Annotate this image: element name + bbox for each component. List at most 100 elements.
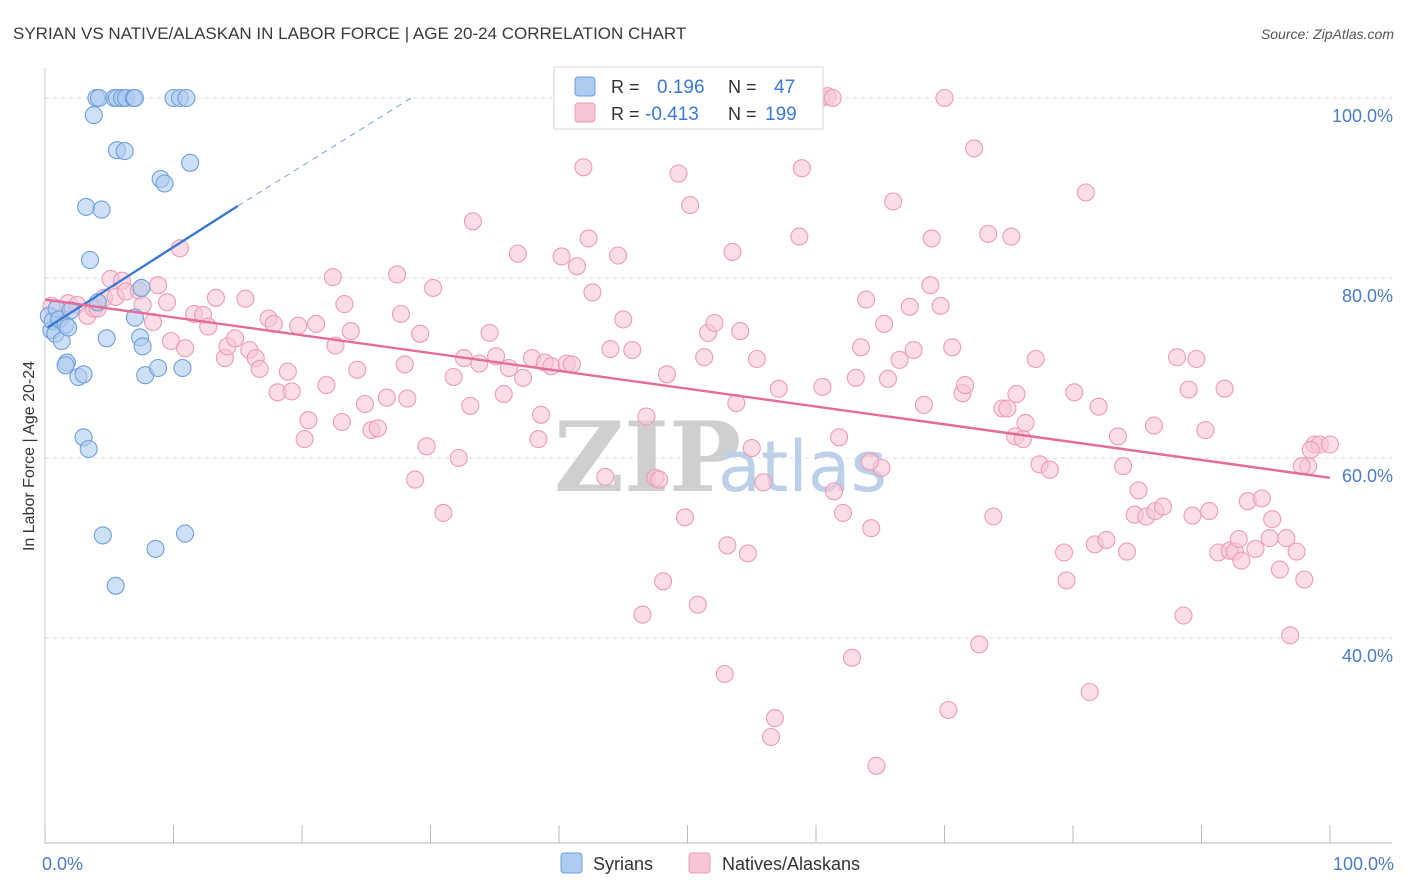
native-point-88 xyxy=(637,407,656,426)
legend-frame xyxy=(553,66,824,130)
native-point-63 xyxy=(463,212,482,231)
bottom-legend: Syrians Natives/Alaskans xyxy=(560,852,860,874)
syrian-point-36 xyxy=(155,174,174,193)
native-point-37 xyxy=(295,430,314,449)
native-point-46 xyxy=(348,360,367,379)
native-point-126 xyxy=(857,290,876,309)
native-point-197 xyxy=(1295,570,1314,589)
native-point-34 xyxy=(278,362,297,381)
native-point-178 xyxy=(1179,380,1198,399)
native-point-191 xyxy=(1260,529,1279,548)
native-point-177 xyxy=(1174,606,1193,625)
legend-box: R = 0.196 N = 47 R = -0.413 N = 199 xyxy=(553,66,824,130)
native-point-153 xyxy=(1007,385,1026,404)
native-point-171 xyxy=(1129,481,1148,500)
grid-lines xyxy=(45,97,1392,639)
legend-natives-r-label: R = xyxy=(611,104,640,124)
native-point-54 xyxy=(406,470,425,489)
native-point-64 xyxy=(470,354,489,373)
native-point-86 xyxy=(623,340,642,360)
legend-natives-n-value: 199 xyxy=(765,104,797,125)
native-point-67 xyxy=(494,385,513,404)
native-point-84 xyxy=(609,246,628,265)
x-tick-label-max: 100.0% xyxy=(1333,854,1394,874)
native-point-23 xyxy=(206,288,225,307)
native-point-195 xyxy=(1281,626,1300,645)
native-point-120 xyxy=(824,482,844,501)
legend-natives-n-label: N = xyxy=(728,104,757,124)
legend-syrians-n-label: N = xyxy=(728,77,757,97)
legend-swatch-syrians xyxy=(574,76,596,97)
syrian-point-11 xyxy=(56,356,75,375)
native-point-180 xyxy=(1187,349,1206,369)
native-point-134 xyxy=(900,297,919,316)
syrian-trendline-extension xyxy=(237,97,412,207)
native-point-107 xyxy=(754,473,773,492)
native-point-156 xyxy=(1026,349,1045,369)
native-point-72 xyxy=(529,430,548,449)
native-point-74 xyxy=(542,357,561,376)
watermark-atlas: atlas xyxy=(718,426,887,508)
legend-swatch-natives xyxy=(574,102,596,123)
native-point-82 xyxy=(596,467,615,486)
native-point-201 xyxy=(1320,435,1340,454)
native-trendline xyxy=(44,298,1331,479)
native-point-147 xyxy=(979,224,998,243)
native-point-151 xyxy=(1002,227,1021,246)
native-point-17 xyxy=(161,331,180,351)
native-point-101 xyxy=(718,536,737,555)
natives-points xyxy=(42,87,1340,775)
native-point-43 xyxy=(332,412,351,432)
native-point-187 xyxy=(1232,551,1251,570)
native-point-38 xyxy=(299,411,318,430)
syrian-point-45 xyxy=(173,358,192,378)
native-point-65 xyxy=(480,323,499,342)
y-tick-label-40: 40.0% xyxy=(1342,646,1393,666)
native-point-104 xyxy=(731,322,750,341)
syrian-point-32 xyxy=(177,88,196,108)
native-point-56 xyxy=(417,437,436,456)
native-point-207 xyxy=(742,439,761,458)
native-point-135 xyxy=(904,340,923,360)
syrian-point-42 xyxy=(133,337,152,356)
syrian-point-17 xyxy=(106,576,125,595)
native-point-167 xyxy=(1108,427,1128,446)
native-point-132 xyxy=(884,192,903,211)
native-point-79 xyxy=(574,158,593,177)
native-point-179 xyxy=(1183,506,1202,525)
native-point-145 xyxy=(965,139,984,158)
native-point-173 xyxy=(1144,416,1164,435)
native-point-136 xyxy=(914,395,933,414)
x-axis-ticks xyxy=(44,825,1331,843)
native-point-52 xyxy=(391,304,410,324)
native-point-108 xyxy=(761,727,781,747)
native-point-81 xyxy=(583,283,602,302)
syrian-point-16 xyxy=(93,526,112,545)
y-axis-label: In Labor Force | Age 20-24 xyxy=(21,361,38,551)
native-point-78 xyxy=(567,257,587,276)
syrian-point-21 xyxy=(84,106,103,125)
native-point-109 xyxy=(765,709,784,728)
bottom-legend-swatch-natives xyxy=(688,852,711,874)
syrian-point-23 xyxy=(89,88,109,108)
native-point-110 xyxy=(769,379,788,398)
syrian-point-13 xyxy=(74,365,93,384)
native-point-99 xyxy=(705,313,724,333)
native-point-146 xyxy=(970,635,989,654)
native-point-131 xyxy=(878,369,898,388)
native-point-184 xyxy=(1215,379,1234,398)
native-point-59 xyxy=(444,367,463,387)
native-point-124 xyxy=(846,368,865,387)
y-tick-label-60: 60.0% xyxy=(1342,466,1393,486)
native-point-162 xyxy=(1076,183,1095,202)
native-point-47 xyxy=(355,394,375,414)
chart-title: SYRIAN VS NATIVE/ALASKAN IN LABOR FORCE … xyxy=(13,24,686,43)
native-point-122 xyxy=(833,503,853,522)
native-point-70 xyxy=(513,368,533,387)
native-point-148 xyxy=(984,507,1003,526)
native-point-196 xyxy=(1287,542,1306,561)
native-point-94 xyxy=(675,508,694,527)
native-point-55 xyxy=(411,324,430,343)
native-point-130 xyxy=(875,314,894,333)
